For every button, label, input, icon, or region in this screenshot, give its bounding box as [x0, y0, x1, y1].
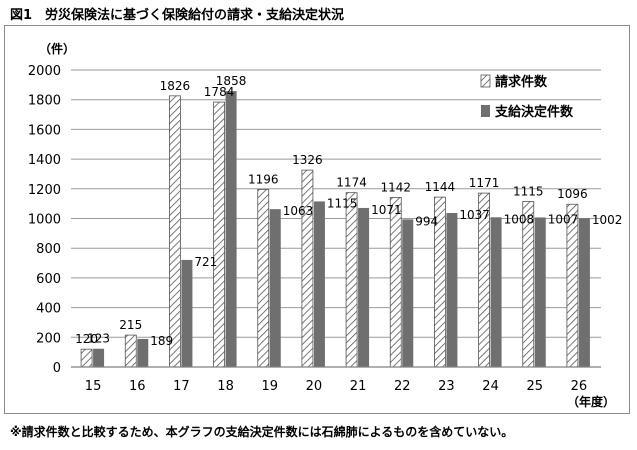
footnote: ※請求件数と比較するため、本グラフの支給決定件数には石綿肺によるものを含めていな…	[10, 425, 514, 439]
data-label-shikyu: 1115	[327, 196, 358, 210]
x-tick-label: 19	[261, 379, 278, 394]
y-tick-label: 1400	[28, 153, 61, 168]
bar-chart: 1201232151891826721178418581196106313261…	[28, 41, 623, 409]
y-axis-unit-label: （件）	[39, 41, 75, 56]
legend-swatch-seikyu	[480, 74, 491, 88]
x-tick-label: 22	[394, 379, 411, 394]
bar-seikyu-16	[124, 334, 137, 368]
data-label-seikyu: 1174	[336, 176, 367, 190]
x-tick-label: 26	[571, 379, 588, 394]
bar-seikyu-22	[389, 197, 402, 368]
bar-shikyu-16	[137, 338, 149, 367]
chart-frame: 120 123 215 189 1826 721 1784 1858 1196 1063 1326 1…	[4, 25, 630, 414]
data-label-seikyu: 1826	[160, 79, 191, 93]
data-label-shikyu: 1858	[216, 74, 247, 88]
data-label-seikyu: 215	[119, 318, 142, 332]
data-label-seikyu: 1326	[292, 153, 323, 167]
bar-shikyu-23	[446, 213, 458, 367]
legend-label-shikyu: 支給決定件数	[494, 104, 574, 120]
data-label-seikyu: 1096	[557, 187, 588, 201]
bar-shikyu-21	[358, 207, 370, 367]
bar-shikyu-20	[313, 201, 325, 367]
bar-seikyu-19	[257, 188, 270, 368]
data-label-seikyu: 1171	[469, 176, 500, 190]
bar-shikyu-26	[578, 218, 590, 367]
y-tick-label: 1800	[28, 94, 61, 109]
data-label-seikyu: 1196	[248, 172, 279, 186]
y-tick-label: 1000	[28, 213, 61, 228]
legend-swatch-shikyu	[481, 105, 490, 117]
bar-seikyu-18	[213, 101, 225, 368]
data-label-shikyu: 1071	[371, 203, 402, 217]
legend-label-seikyu: 請求件数	[495, 74, 548, 90]
y-tick-label: 600	[36, 272, 61, 287]
bar-shikyu-19	[269, 209, 281, 367]
x-tick-label: 17	[173, 379, 190, 394]
y-tick-label: 1200	[28, 183, 61, 198]
bar-seikyu-15	[80, 348, 93, 368]
data-label-seikyu: 1144	[425, 180, 456, 194]
x-tick-label: 15	[85, 379, 102, 394]
x-tick-label: 24	[482, 379, 499, 394]
x-tick-label: 20	[306, 379, 323, 394]
y-tick-label: 2000	[28, 64, 61, 79]
data-label-seikyu: 1142	[380, 180, 411, 194]
y-tick-label: 400	[36, 302, 61, 317]
bar-seikyu-20	[301, 169, 314, 368]
bar-shikyu-18	[225, 91, 237, 367]
bar-shikyu-25	[534, 217, 546, 367]
bar-seikyu-26	[566, 203, 579, 368]
bar-shikyu-17	[181, 259, 193, 367]
data-label-shikyu: 1002	[592, 213, 623, 227]
y-tick-label: 200	[36, 331, 61, 346]
x-tick-label: 25	[526, 379, 543, 394]
x-tick-label: 21	[350, 379, 367, 394]
y-tick-label: 1600	[28, 123, 61, 138]
x-axis-unit-label: （年度）	[567, 394, 615, 409]
data-label-shikyu: 123	[87, 332, 110, 346]
data-label-shikyu: 189	[150, 334, 173, 348]
data-label-seikyu: 1784	[204, 85, 235, 99]
bar-seikyu-21	[345, 192, 358, 368]
data-label-shikyu: 1007	[548, 212, 579, 226]
data-label-seikyu: 120	[75, 332, 98, 346]
x-tick-label: 18	[217, 379, 234, 394]
data-label-seikyu: 1115	[513, 184, 544, 198]
x-tick-label: 23	[438, 379, 455, 394]
bar-shikyu-22	[402, 219, 414, 367]
x-tick-label: 16	[129, 379, 146, 394]
y-tick-label: 0	[53, 361, 61, 376]
data-label-shikyu: 721	[194, 255, 217, 269]
bar-seikyu-17	[169, 95, 181, 368]
data-label-shikyu: 994	[415, 214, 438, 228]
bar-shikyu-24	[490, 217, 502, 367]
data-label-shikyu: 1008	[504, 212, 535, 226]
data-label-shikyu: 1037	[459, 208, 490, 222]
figure-title: 図1 労災保険法に基づく保険給付の請求・支給決定状況	[10, 8, 345, 23]
bar-shikyu-15	[93, 348, 105, 367]
data-label-shikyu: 1063	[283, 204, 314, 218]
y-tick-label: 800	[36, 242, 61, 257]
